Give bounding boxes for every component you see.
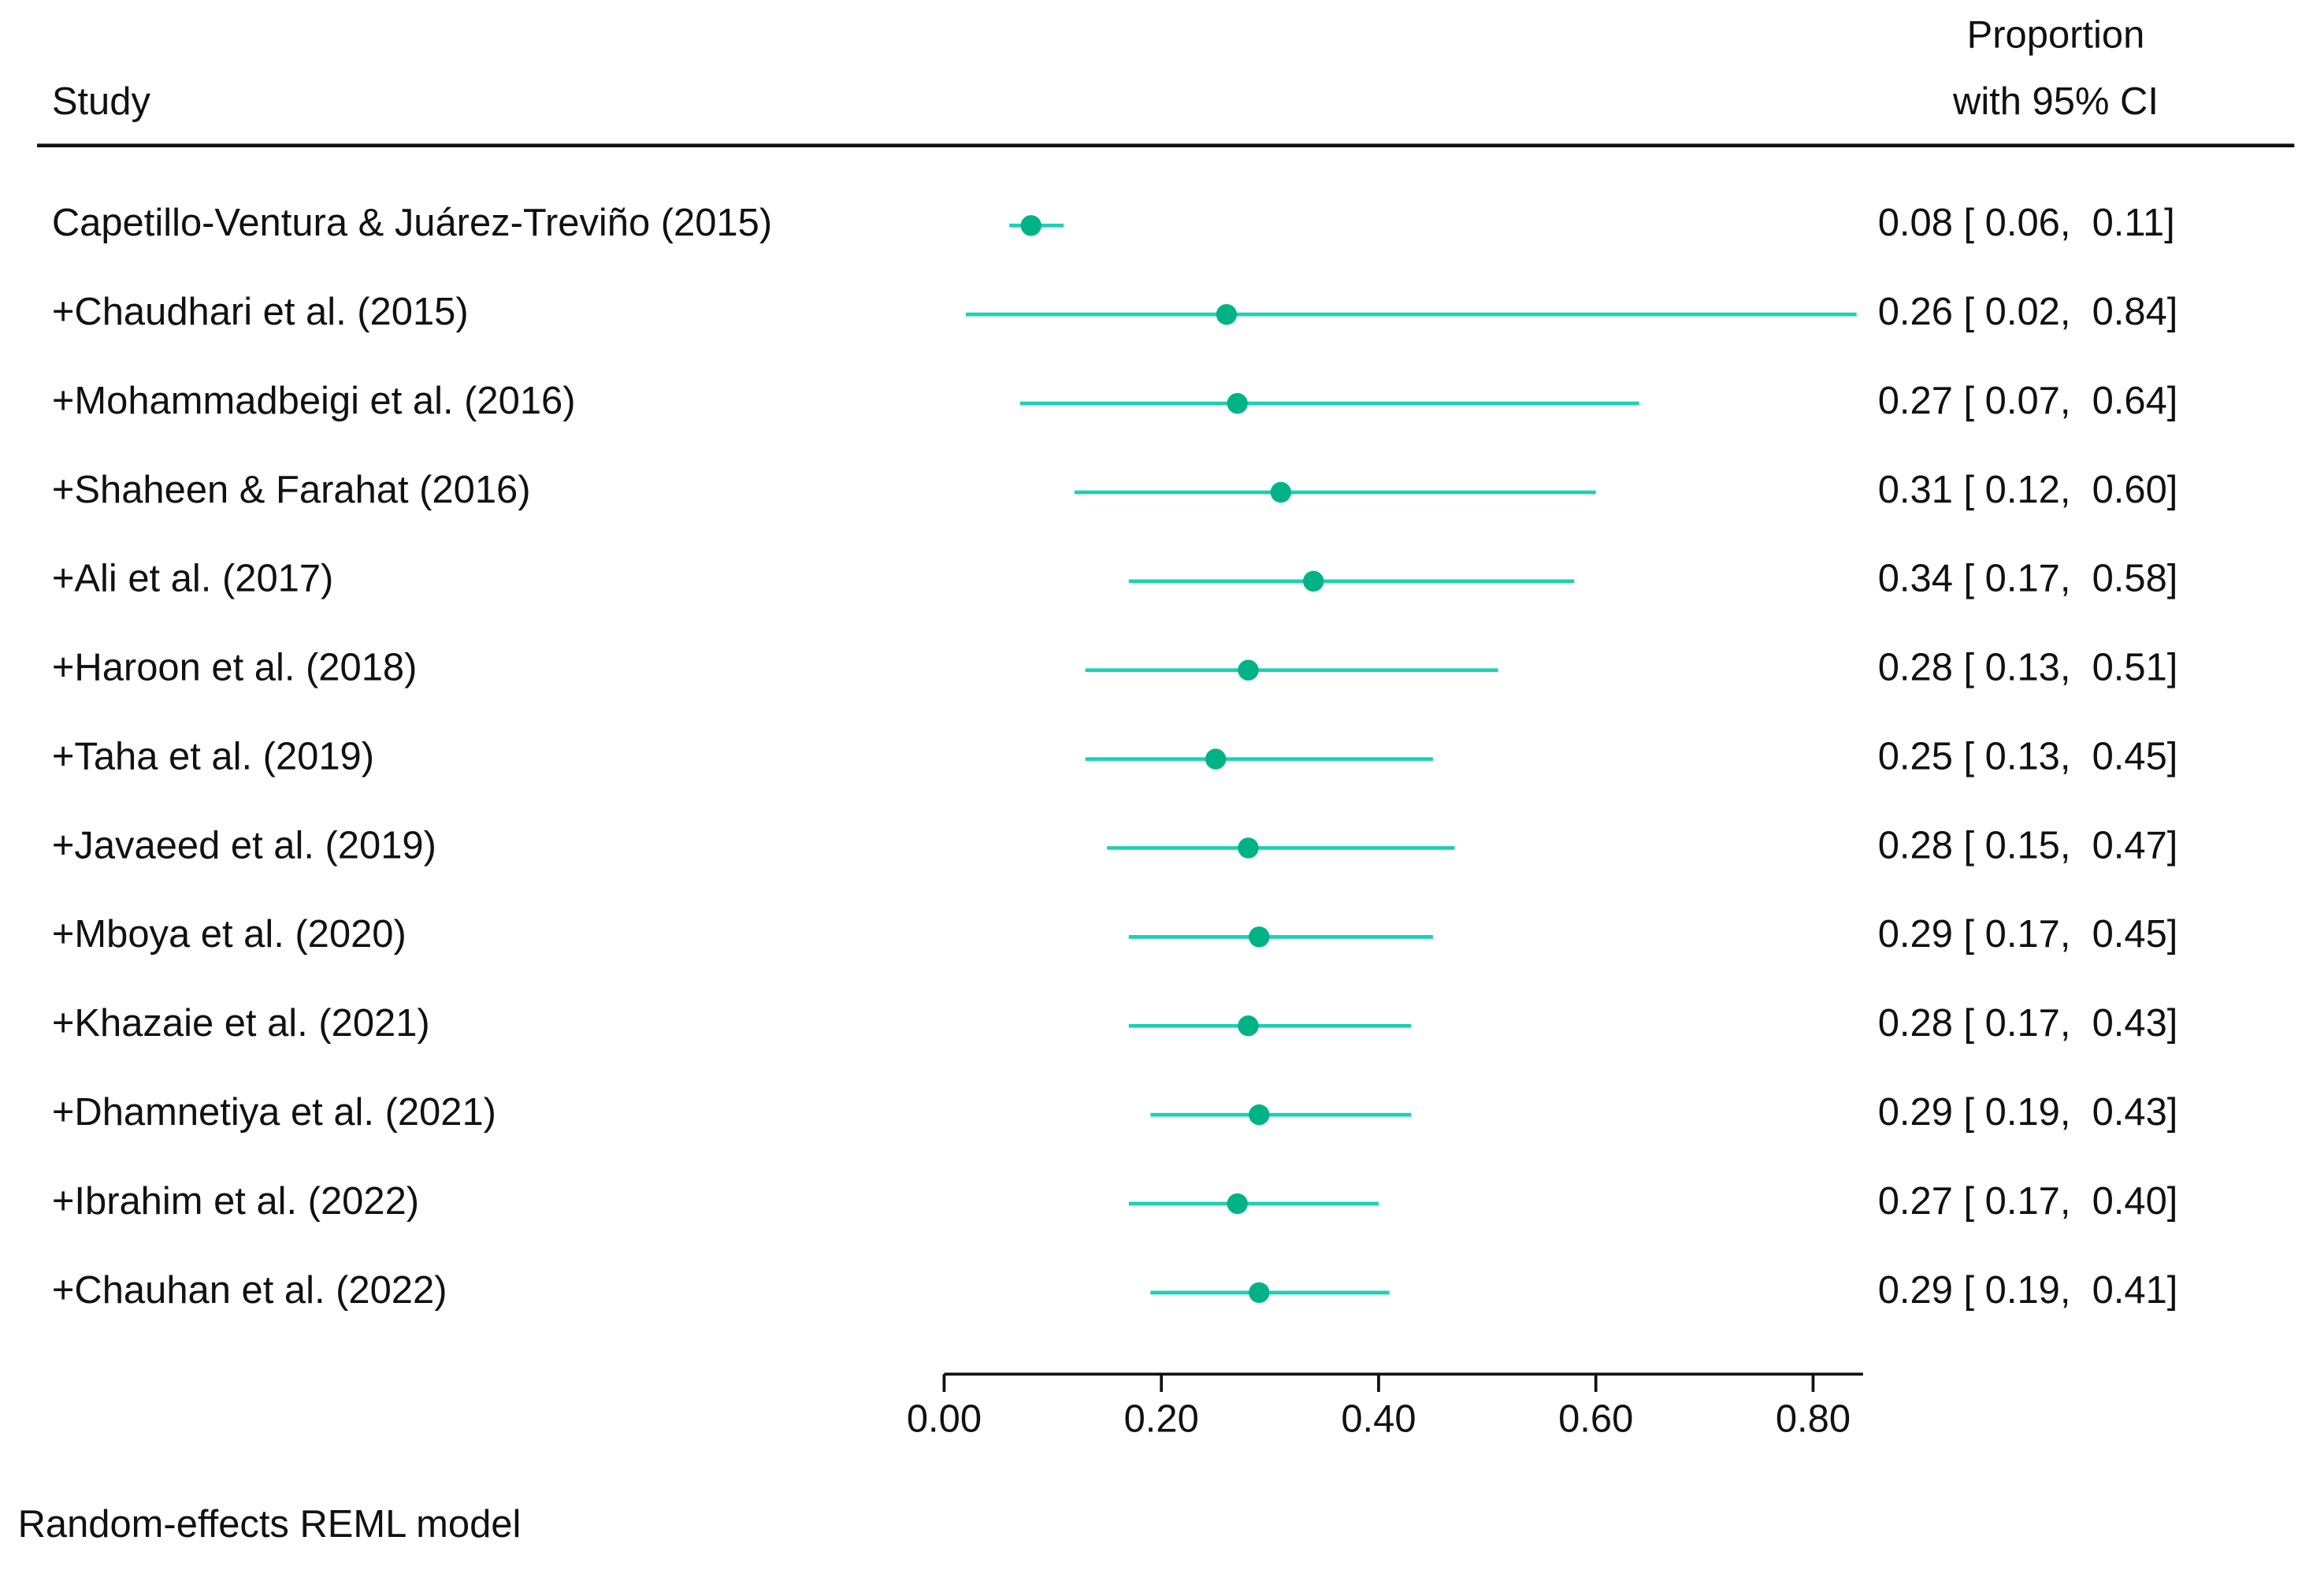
estimate-label: 0.29 [ 0.19, 0.43] [1878,1091,2178,1134]
study-label: +Javaeed et al. (2019) [52,824,436,867]
x-tick-label: 0.80 [1776,1397,1851,1440]
estimate-header: with 95% CI [1952,80,2159,123]
study-label: +Ibrahim et al. (2022) [52,1180,419,1223]
study-label: +Mohammadbeigi et al. (2016) [52,380,576,422]
study-label: +Khazaie et al. (2021) [52,1002,430,1045]
estimate-point [1249,1104,1270,1126]
estimate-label: 0.29 [ 0.19, 0.41] [1878,1269,2178,1312]
study-label: +Haroon et al. (2018) [52,647,418,689]
estimate-point [1249,1282,1270,1304]
estimate-label: 0.28 [ 0.13, 0.51] [1878,647,2178,689]
x-tick-label: 0.20 [1124,1397,1199,1440]
estimate-label: 0.28 [ 0.17, 0.43] [1878,1002,2178,1045]
study-label: Capetillo-Ventura & Juárez-Treviño (2015… [52,202,772,244]
study-label: +Chauhan et al. (2022) [52,1269,447,1312]
estimate-point [1270,481,1292,503]
estimate-label: 0.31 [ 0.12, 0.60] [1878,469,2178,511]
estimate-point [1227,392,1248,414]
estimate-point [1238,837,1259,859]
estimate-label: 0.27 [ 0.17, 0.40] [1878,1180,2178,1223]
estimate-label: 0.26 [ 0.02, 0.84] [1878,291,2178,333]
x-tick-label: 0.40 [1341,1397,1416,1440]
estimate-point [1020,215,1041,236]
estimate-point [1216,303,1238,325]
study-label: +Taha et al. (2019) [52,735,374,778]
estimate-label: 0.29 [ 0.17, 0.45] [1878,913,2178,956]
estimate-point [1303,570,1324,592]
study-label: +Dhamnetiya et al. (2021) [52,1091,496,1134]
estimate-point [1238,659,1259,681]
study-label: +Mboya et al. (2020) [52,913,407,956]
x-tick-label: 0.00 [907,1397,982,1440]
estimate-point [1205,748,1227,770]
estimate-label: 0.08 [ 0.06, 0.11] [1878,202,2175,244]
estimate-header: Proportion [1967,13,2145,56]
footnote: Random-effects REML model [18,1503,522,1546]
study-header: Study [52,80,151,123]
estimate-label: 0.28 [ 0.15, 0.47] [1878,824,2178,867]
estimate-point [1238,1015,1259,1037]
study-label: +Shaheen & Farahat (2016) [52,469,531,511]
estimate-point [1227,1193,1248,1215]
study-label: +Ali et al. (2017) [52,558,333,600]
study-label: +Chaudhari et al. (2015) [52,291,469,333]
estimate-point [1249,926,1270,948]
estimate-label: 0.25 [ 0.13, 0.45] [1878,735,2178,778]
estimate-label: 0.34 [ 0.17, 0.58] [1878,558,2178,600]
x-tick-label: 0.60 [1558,1397,1633,1440]
estimate-label: 0.27 [ 0.07, 0.64] [1878,380,2178,422]
